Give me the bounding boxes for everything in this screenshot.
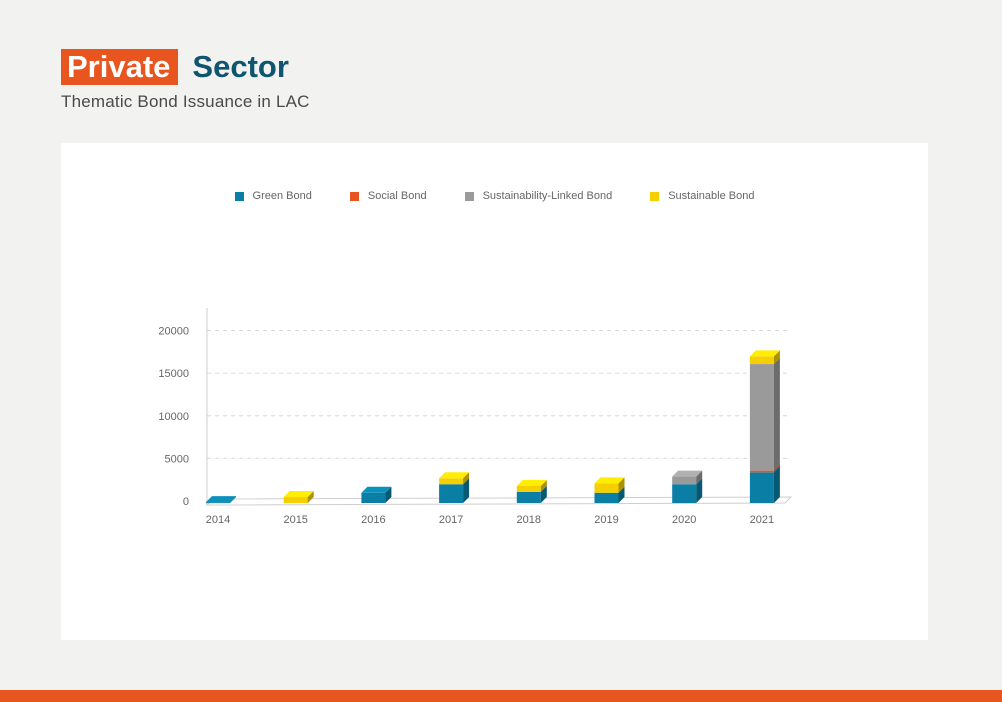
bar-side-green-bond: [463, 478, 470, 503]
bar-side-sustainable-bond: [773, 350, 780, 365]
bar-side-sustainable-bond: [618, 477, 625, 493]
legend-swatch-social-bond: [349, 191, 359, 201]
bar-segment-green-bond: [206, 502, 230, 504]
x-tick-label: 2017: [439, 514, 463, 526]
x-tick-label: 2019: [594, 514, 618, 526]
y-tick-label: 20000: [158, 326, 189, 338]
y-tick-label: 5000: [165, 453, 189, 465]
legend-swatch-green-bond: [234, 191, 244, 201]
y-tick-label: 0: [183, 496, 189, 508]
bar-side-green-bond: [540, 485, 547, 503]
bar-side-green-bond: [385, 486, 392, 503]
bar-segment-green-bond: [516, 491, 541, 503]
bar-side-social-bond: [773, 464, 780, 473]
bar-segment-green-bond: [439, 484, 464, 503]
bar-top-sustainable-bond: [283, 491, 314, 498]
bar-segment-green-bond: [749, 472, 774, 503]
bar-top-sustainable-bond: [749, 350, 780, 357]
x-tick-label: 2021: [750, 514, 774, 526]
bar-side-sustainability-linked-bond: [696, 470, 703, 485]
legend-item-sustainable-bond[interactable]: Sustainable Bond: [650, 190, 754, 202]
legend-label-social-bond: Social Bond: [367, 190, 427, 202]
legend-item-social-bond[interactable]: Social Bond: [349, 190, 427, 202]
x-tick-label: 2015: [283, 514, 307, 526]
legend-item-sustainability-linked-bond[interactable]: Sustainability-Linked Bond: [464, 190, 613, 202]
x-tick-label: 2014: [206, 514, 230, 526]
bar-segment-green-bond: [594, 492, 619, 503]
bar-segment-sustainable-bond: [516, 485, 541, 492]
y-tick-label: 10000: [158, 411, 189, 423]
chart-card: Green Bond Social Bond Sustainability-Li…: [61, 143, 928, 640]
bar-segment-sustainable-bond: [283, 497, 308, 503]
bar-top-green-bond: [361, 486, 392, 493]
bar-top-sustainable-bond: [516, 479, 547, 486]
bar-side-sustainable-bond: [463, 472, 470, 485]
page-subtitle: Thematic Bond Issuance in LAC: [61, 92, 310, 111]
title-highlight: Private: [61, 49, 179, 85]
bar-side-sustainable-bond: [540, 479, 547, 492]
bar-side-sustainability-linked-bond: [773, 358, 780, 471]
y-tick-label: 15000: [158, 368, 189, 380]
x-tick-label: 2018: [517, 514, 541, 526]
bar-top-sustainability-linked-bond: [672, 470, 703, 477]
bar-segment-green-bond: [672, 484, 697, 503]
chart-legend: Green Bond Social Bond Sustainability-Li…: [61, 190, 928, 202]
x-tick-label: 2020: [672, 514, 696, 526]
bar-side-green-bond: [773, 466, 780, 503]
bar-segment-sustainability-linked-bond: [749, 364, 774, 471]
bar-side-green-bond: [696, 478, 703, 503]
bar-segment-social-bond: [749, 470, 774, 473]
legend-swatch-sustainable-bond: [650, 191, 660, 201]
bar-side-green-bond: [230, 496, 236, 503]
title-rest: Sector: [192, 49, 289, 84]
bar-top-green-bond: [206, 496, 236, 503]
legend-label-sustainability-linked-bond: Sustainability-Linked Bond: [482, 190, 613, 202]
bar-side-sustainable-bond: [307, 491, 314, 503]
bar-segment-sustainable-bond: [594, 483, 619, 493]
bar-side-green-bond: [618, 486, 625, 503]
footer-bar: [0, 690, 1002, 702]
bar-segment-green-bond: [361, 492, 386, 503]
x-tick-label: 2016: [361, 514, 385, 526]
page-header: Private Sector Thematic Bond Issuance in…: [61, 48, 310, 112]
bar-top-sustainable-bond: [594, 477, 625, 484]
legend-item-green-bond[interactable]: Green Bond: [234, 190, 312, 202]
page-title: Private Sector: [61, 48, 310, 86]
legend-label-green-bond: Green Bond: [252, 190, 312, 202]
legend-swatch-sustainability-linked-bond: [464, 191, 474, 201]
bar-segment-sustainable-bond: [439, 478, 464, 485]
legend-label-sustainable-bond: Sustainable Bond: [668, 190, 755, 202]
stacked-bar-chart: 0 5000 10000 15000 20000 2014 2015 2016 2017 2018…: [158, 308, 793, 526]
bar-segment-sustainability-linked-bond: [672, 476, 697, 485]
bar-top-sustainable-bond: [439, 472, 470, 479]
bar-segment-sustainable-bond: [749, 356, 774, 365]
